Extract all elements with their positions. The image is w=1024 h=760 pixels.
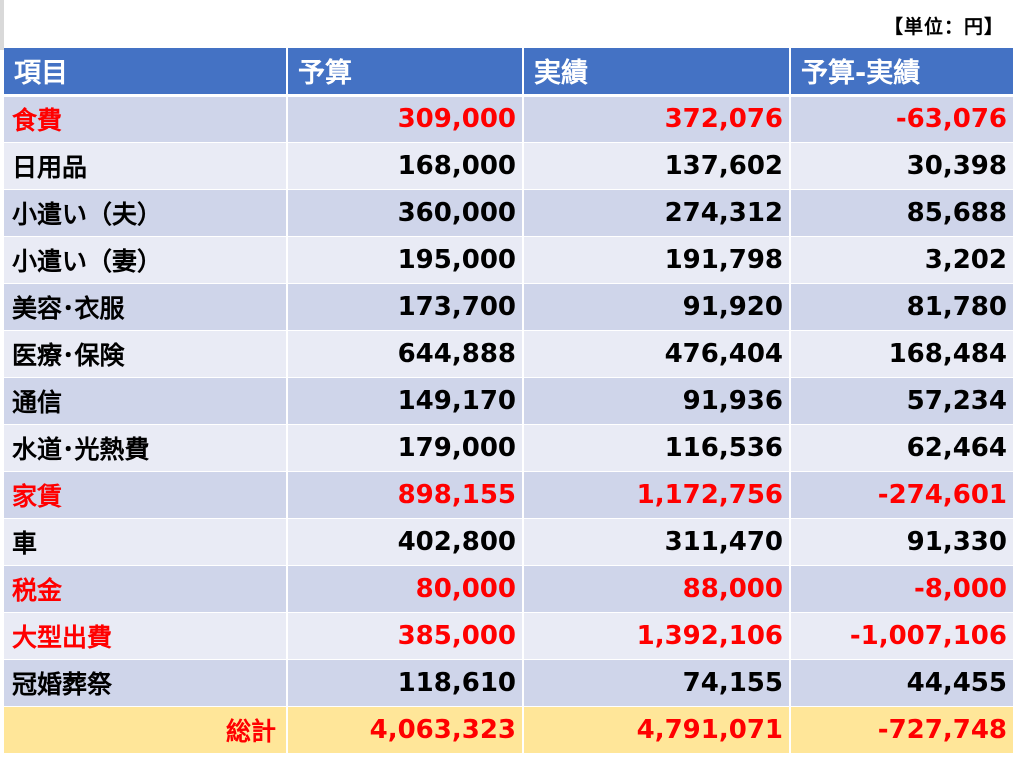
table-row: 小遣い（妻） 195,000 191,798 3,202 — [4, 236, 1013, 284]
row-budget: 195,000 — [287, 236, 524, 284]
total-actual: 4,791,071 — [523, 706, 791, 754]
total-diff: -727,748 — [790, 706, 1013, 754]
row-item: 日用品 — [4, 142, 288, 190]
row-diff: 30,398 — [790, 142, 1013, 190]
row-diff: 44,455 — [790, 659, 1013, 707]
row-actual: 1,392,106 — [523, 612, 791, 660]
row-diff: 168,484 — [790, 330, 1013, 378]
row-item: 小遣い（夫） — [4, 189, 288, 237]
header-item: 項目 — [4, 48, 288, 97]
row-actual: 476,404 — [523, 330, 791, 378]
row-budget: 385,000 — [287, 612, 524, 660]
table-row: 小遣い（夫） 360,000 274,312 85,688 — [4, 189, 1013, 237]
table-row: 日用品 168,000 137,602 30,398 — [4, 142, 1013, 190]
row-budget: 149,170 — [287, 377, 524, 425]
row-budget: 168,000 — [287, 142, 524, 190]
total-budget: 4,063,323 — [287, 706, 524, 754]
row-diff: 62,464 — [790, 424, 1013, 472]
row-item: 通信 — [4, 377, 288, 425]
row-budget: 173,700 — [287, 283, 524, 331]
row-item: 税金 — [4, 565, 288, 613]
row-budget: 360,000 — [287, 189, 524, 237]
row-item: 水道･光熱費 — [4, 424, 288, 472]
row-actual: 116,536 — [523, 424, 791, 472]
total-label: 総計 — [4, 706, 288, 754]
row-diff: 91,330 — [790, 518, 1013, 566]
row-actual: 372,076 — [523, 95, 791, 143]
table-row: 税金 80,000 88,000 -8,000 — [4, 565, 1013, 613]
row-actual: 137,602 — [523, 142, 791, 190]
table-body: 食費 309,000 372,076 -63,076 日用品 168,000 1… — [4, 95, 1013, 754]
row-diff: -1,007,106 — [790, 612, 1013, 660]
header-budget: 予算 — [287, 48, 524, 97]
table-row: 家賃 898,155 1,172,756 -274,601 — [4, 471, 1013, 519]
row-item: 車 — [4, 518, 288, 566]
table-row: 医療･保険 644,888 476,404 168,484 — [4, 330, 1013, 378]
row-item: 大型出費 — [4, 612, 288, 660]
row-item: 家賃 — [4, 471, 288, 519]
table-row: 冠婚葬祭 118,610 74,155 44,455 — [4, 659, 1013, 707]
table-row: 水道･光熱費 179,000 116,536 62,464 — [4, 424, 1013, 472]
unit-note: 【単位：円】 — [883, 16, 1004, 38]
row-diff: -8,000 — [790, 565, 1013, 613]
row-diff: 85,688 — [790, 189, 1013, 237]
table-row: 食費 309,000 372,076 -63,076 — [4, 95, 1013, 143]
table-row: 大型出費 385,000 1,392,106 -1,007,106 — [4, 612, 1013, 660]
row-item: 小遣い（妻） — [4, 236, 288, 284]
row-item: 美容･衣服 — [4, 283, 288, 331]
row-actual: 191,798 — [523, 236, 791, 284]
row-actual: 274,312 — [523, 189, 791, 237]
row-actual: 74,155 — [523, 659, 791, 707]
row-actual: 91,936 — [523, 377, 791, 425]
row-actual: 91,920 — [523, 283, 791, 331]
table-row: 美容･衣服 173,700 91,920 81,780 — [4, 283, 1013, 331]
row-actual: 311,470 — [523, 518, 791, 566]
header-actual: 実績 — [523, 48, 791, 97]
row-actual: 88,000 — [523, 565, 791, 613]
row-item: 冠婚葬祭 — [4, 659, 288, 707]
sheet-edge — [0, 0, 4, 50]
row-diff: 57,234 — [790, 377, 1013, 425]
row-budget: 309,000 — [287, 95, 524, 143]
table-row: 通信 149,170 91,936 57,234 — [4, 377, 1013, 425]
header-diff: 予算-実績 — [790, 48, 1013, 97]
budget-table: 項目 予算 実績 予算-実績 食費 309,000 372,076 -63,07… — [4, 48, 1013, 754]
row-budget: 402,800 — [287, 518, 524, 566]
total-row: 総計 4,063,323 4,791,071 -727,748 — [4, 706, 1013, 754]
header-row: 項目 予算 実績 予算-実績 — [4, 48, 1013, 97]
row-budget: 179,000 — [287, 424, 524, 472]
row-actual: 1,172,756 — [523, 471, 791, 519]
row-budget: 898,155 — [287, 471, 524, 519]
row-budget: 644,888 — [287, 330, 524, 378]
row-diff: 81,780 — [790, 283, 1013, 331]
row-diff: 3,202 — [790, 236, 1013, 284]
row-item: 食費 — [4, 95, 288, 143]
table-row: 車 402,800 311,470 91,330 — [4, 518, 1013, 566]
row-diff: -63,076 — [790, 95, 1013, 143]
row-budget: 80,000 — [287, 565, 524, 613]
row-item: 医療･保険 — [4, 330, 288, 378]
row-diff: -274,601 — [790, 471, 1013, 519]
row-budget: 118,610 — [287, 659, 524, 707]
